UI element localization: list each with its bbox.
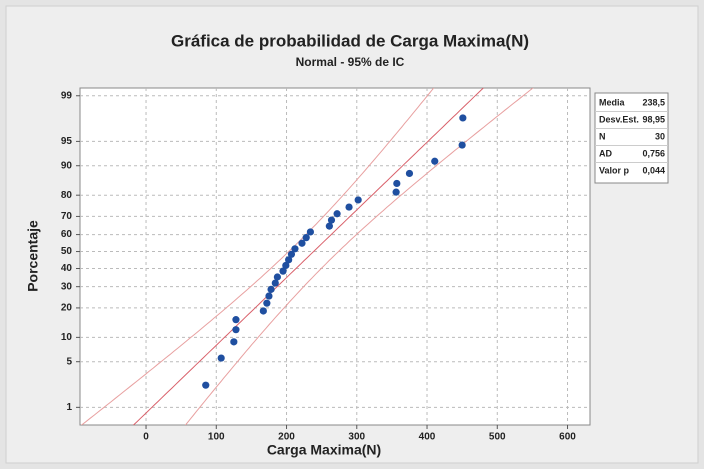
- point: [263, 299, 271, 307]
- fit-lines: [80, 88, 534, 425]
- x-tick-label: 100: [208, 432, 225, 443]
- stat-value: 98,95: [642, 114, 665, 124]
- stat-value: 0,044: [642, 165, 665, 175]
- stat-name: Media: [599, 97, 626, 107]
- point: [259, 307, 267, 315]
- y-tick-label: 60: [61, 229, 73, 240]
- y-tick-label: 20: [61, 303, 73, 314]
- point: [232, 326, 240, 334]
- confidence-band: [80, 88, 435, 425]
- confidence-band: [184, 88, 534, 425]
- point: [287, 250, 296, 258]
- point: [298, 239, 306, 247]
- stat-name: Desv.Est.: [599, 114, 639, 124]
- y-tick-label: 95: [61, 136, 73, 147]
- y-tick-label: 30: [61, 281, 73, 292]
- x-tick-label: 300: [348, 432, 365, 443]
- x-axis-label: Carga Maxima(N): [267, 442, 381, 458]
- y-tick-label: 80: [61, 190, 73, 201]
- point: [327, 216, 336, 224]
- point: [325, 222, 333, 230]
- point: [354, 196, 362, 204]
- plot-area: [79, 87, 591, 426]
- point: [267, 285, 275, 293]
- chart-title: Gráfica de probabilidad de Carga Maxima(…: [171, 31, 529, 50]
- y-tick-label: 90: [61, 160, 73, 171]
- stat-name: Valor p: [599, 165, 630, 175]
- point: [217, 354, 225, 362]
- x-tick-label: 400: [419, 432, 436, 443]
- y-tick-label: 40: [61, 263, 73, 274]
- point: [271, 279, 279, 287]
- stat-name: AD: [599, 148, 612, 158]
- point: [232, 316, 240, 324]
- point: [393, 179, 401, 188]
- stat-name: N: [599, 131, 606, 141]
- point: [405, 169, 414, 178]
- y-tick-label: 70: [61, 211, 73, 222]
- point: [282, 261, 290, 270]
- point: [333, 210, 341, 218]
- point: [302, 234, 310, 242]
- stat-value: 0,756: [642, 148, 665, 158]
- point: [230, 338, 238, 346]
- x-tick-label: 0: [143, 432, 149, 443]
- y-axis-label: Porcentaje: [25, 220, 41, 292]
- stat-value: 238,5: [642, 97, 665, 107]
- x-tick-label: 600: [559, 432, 576, 443]
- y-tick-label: 5: [66, 356, 72, 367]
- chart-subtitle: Normal - 95% de IC: [296, 55, 405, 69]
- fit-line: [132, 88, 485, 425]
- y-tick-label: 1: [66, 402, 72, 413]
- point: [459, 114, 467, 122]
- x-tick-label: 500: [489, 432, 506, 443]
- y-tick-label: 10: [61, 332, 73, 343]
- point: [202, 381, 210, 389]
- point: [291, 245, 299, 253]
- x-tick-label: 200: [278, 432, 295, 443]
- stats-box: [594, 92, 669, 184]
- y-tick-label: 50: [61, 246, 73, 257]
- point: [392, 188, 400, 196]
- point: [345, 203, 353, 211]
- point: [431, 157, 439, 165]
- point: [285, 256, 293, 264]
- point: [306, 228, 315, 236]
- stat-value: 30: [655, 131, 665, 141]
- point: [265, 292, 273, 300]
- y-tick-label: 99: [61, 90, 73, 101]
- point: [273, 273, 281, 281]
- point: [458, 141, 466, 149]
- point: [279, 267, 287, 275]
